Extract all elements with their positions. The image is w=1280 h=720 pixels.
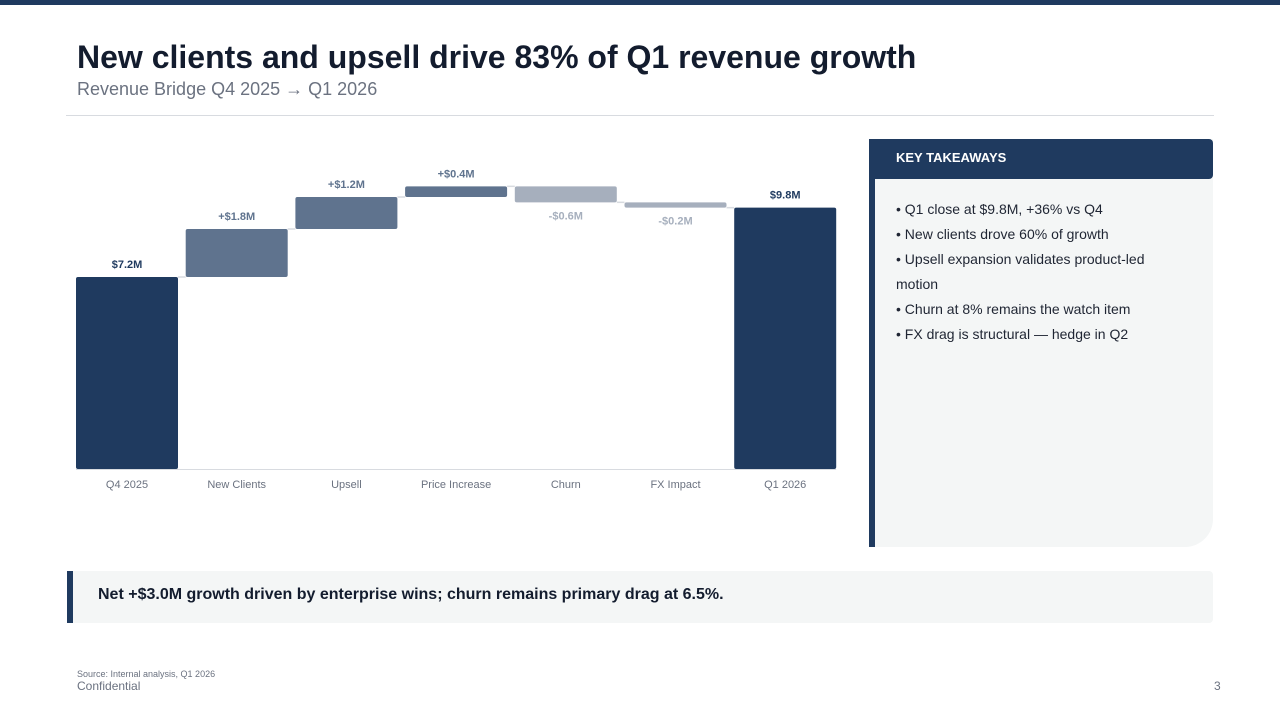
bar-new-clients [185,229,288,277]
data-label: -$0.2M [658,216,692,228]
page-subtitle: Revenue Bridge Q4 2025 → Q1 2026 [77,79,378,99]
data-label: +$1.2M [328,179,365,191]
data-label: $9.8M [770,190,801,202]
bar-fx-impact [624,202,727,208]
takeaway-item: • Q1 close at $9.8M, +36% vs Q4 [896,201,1103,217]
x-tick-label: Churn [551,479,581,491]
x-tick-label: Q1 2026 [764,479,806,491]
confidential-label: Confidential [77,679,141,693]
x-tick-label: FX Impact [650,479,700,491]
summary-callout: Net +$3.0M growth driven by enterprise w… [67,571,1213,623]
x-tick-label: Price Increase [421,479,491,491]
x-tick-label: Q4 2025 [106,479,148,491]
page-number: 3 [1214,679,1221,693]
page-title: New clients and upsell drive 83% of Q1 r… [77,39,917,75]
bar-q1-2026 [734,207,837,469]
takeaways-heading: KEY TAKEAWAYS [869,139,1213,179]
takeaway-item: • Upsell expansion validates product-led… [896,251,1145,292]
data-label: $7.2M [112,259,143,271]
x-tick-label: New Clients [207,479,266,491]
waterfall-chart: $7.2M Q4 2025 +$1.8M New Clients +$1.2M Upsel… [76,168,837,491]
top-accent-bar [0,0,1280,5]
bar-upsell [295,197,398,229]
source-note: Source: Internal analysis, Q1 2026 [77,669,216,679]
takeaways-list: • Q1 close at $9.8M, +36% vs Q4 • New cl… [896,197,1166,347]
takeaway-item: • New clients drove 60% of growth [896,226,1109,242]
takeaway-item: • FX drag is structural — hedge in Q2 [896,326,1129,342]
key-takeaways-panel: KEY TAKEAWAYS • Q1 close at $9.8M, +36% … [869,139,1213,547]
takeaway-item: • Churn at 8% remains the watch item [896,301,1131,317]
bar-q4-2025 [76,277,178,469]
bar-price-increase [405,186,508,197]
data-label: +$0.4M [438,168,475,180]
callout-text: Net +$3.0M growth driven by enterprise w… [98,586,724,603]
data-label: +$1.8M [218,211,255,223]
data-label: -$0.6M [549,210,583,222]
x-tick-label: Upsell [331,479,362,491]
bar-churn [514,186,617,203]
divider [66,115,1214,116]
